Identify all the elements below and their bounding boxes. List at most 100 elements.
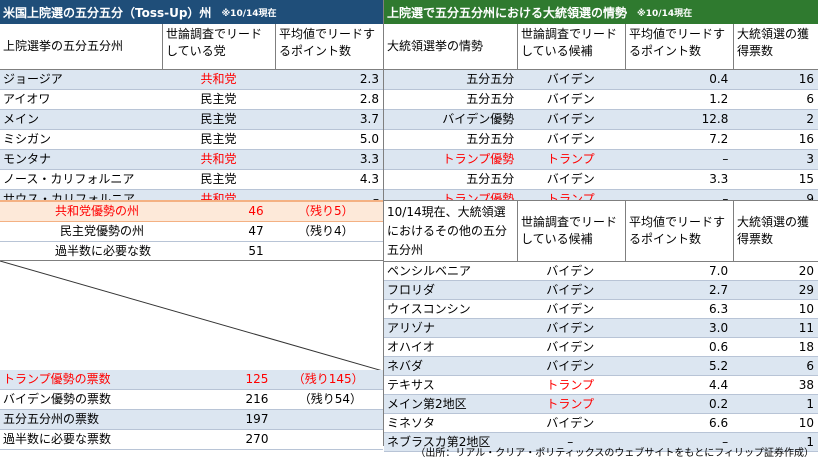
state-name: テキサス bbox=[387, 378, 435, 392]
points: 0.6 bbox=[709, 340, 729, 354]
state-name: オハイオ bbox=[387, 340, 435, 354]
party: 民主党 bbox=[200, 112, 237, 126]
summary-label: 過半数に必要な数 bbox=[55, 244, 152, 258]
points: 2.3 bbox=[359, 72, 379, 86]
candidate: バイデン bbox=[546, 321, 595, 335]
right-header-points: 平均値でリードするポイント数 bbox=[626, 24, 734, 69]
race-status: 五分五分 bbox=[466, 132, 515, 146]
points: 12.8 bbox=[701, 112, 729, 126]
party: 共和党 bbox=[200, 152, 237, 166]
left-column-headers: 上院選挙の五分五分州 世論調査でリードしている党 平均値でリードするポイント数 bbox=[0, 24, 383, 70]
table-row: ウイスコンシン バイデン 6.3 10 bbox=[384, 300, 818, 319]
seat-summary: 共和党優勢の州 46 （残り5） 民主党優勢の州 47 （残り4） 過半数に必要… bbox=[0, 200, 383, 261]
table-row: アリゾナ バイデン 3.0 11 bbox=[384, 319, 818, 338]
state-name: メイン bbox=[3, 112, 40, 126]
vote-note: （残り54） bbox=[298, 392, 362, 406]
vote-value: 197 bbox=[245, 412, 269, 426]
electoral-votes: 29 bbox=[798, 283, 815, 297]
table-row: 五分五分 バイデン 3.3 15 bbox=[384, 170, 818, 190]
state-name: ペンシルベニア bbox=[387, 264, 472, 278]
state-name: アリゾナ bbox=[387, 321, 436, 335]
summary-value: 47 bbox=[248, 224, 264, 238]
table-row: 五分五分 バイデン 0.4 16 bbox=[384, 70, 818, 90]
summary-note: （残り4） bbox=[298, 224, 354, 238]
race-status: 五分五分 bbox=[466, 72, 515, 86]
table-row: 五分五分 バイデン 7.2 16 bbox=[384, 130, 818, 150]
table-row: フロリダ バイデン 2.7 29 bbox=[384, 281, 818, 300]
state-name: アイオワ bbox=[3, 92, 51, 106]
vote-label: 五分五分州の票数 bbox=[3, 412, 100, 426]
race-status: 五分五分 bbox=[466, 172, 515, 186]
vote-note: （残り145） bbox=[292, 372, 364, 386]
state-name: モンタナ bbox=[3, 152, 52, 166]
points: – bbox=[722, 192, 729, 206]
state-name: ネバダ bbox=[387, 359, 424, 373]
points: 7.0 bbox=[709, 264, 729, 278]
candidate: バイデン bbox=[546, 72, 595, 86]
left-header-state: 上院選挙の五分五分州 bbox=[0, 24, 163, 69]
vote-row: 過半数に必要な票数 270 bbox=[0, 430, 383, 450]
right-header2-votes: 大統領選の獲得票数 bbox=[737, 215, 810, 246]
table-row: 五分五分 バイデン 1.2 6 bbox=[384, 90, 818, 110]
left-header-points: 平均値でリードするポイント数 bbox=[279, 27, 376, 58]
table-row: テキサス トランプ 4.4 38 bbox=[384, 376, 818, 395]
summary-note: （残り5） bbox=[298, 204, 354, 218]
electoral-votes: 9 bbox=[806, 192, 814, 206]
right-header2-points: 平均値でリードするポイント数 bbox=[626, 201, 734, 261]
left-title-bar: 米国上院選の五分五分（Toss-Up）州 ※10/14現在 bbox=[0, 0, 383, 24]
candidate: トランプ bbox=[546, 152, 595, 166]
candidate: バイデン bbox=[546, 416, 595, 430]
state-name: ジョージア bbox=[3, 72, 63, 86]
right-header-votes: 大統領選の獲得票数 bbox=[737, 27, 810, 58]
candidate: トランプ bbox=[546, 378, 595, 392]
table-row: トランプ優勢 トランプ – 3 bbox=[384, 150, 818, 170]
points: 3.7 bbox=[359, 112, 379, 126]
candidate: バイデン bbox=[546, 112, 595, 126]
summary-row: 過半数に必要な数 51 bbox=[0, 242, 383, 261]
points: 3.3 bbox=[359, 152, 379, 166]
summary-row: 民主党優勢の州 47 （残り4） bbox=[0, 222, 383, 242]
right-rows-2: ペンシルベニア バイデン 7.0 20 フロリダ バイデン 2.7 29 ウイス… bbox=[384, 262, 818, 452]
table-row: メイン第2地区 トランプ 0.2 1 bbox=[384, 395, 818, 414]
right-header2-state: 10/14現在、大統領選におけるその他の五分五分州 bbox=[384, 201, 518, 261]
summary-value: 51 bbox=[248, 244, 264, 258]
left-header-party: 世論調査でリードしている党 bbox=[163, 24, 276, 69]
points: 4.4 bbox=[709, 378, 729, 392]
vote-value: 216 bbox=[245, 392, 269, 406]
state-name: ネブラスカ第2地区 bbox=[387, 435, 491, 449]
table-row: オハイオ バイデン 0.6 18 bbox=[384, 338, 818, 357]
electoral-votes: 18 bbox=[798, 340, 815, 354]
candidate: バイデン bbox=[546, 283, 595, 297]
points: 1.2 bbox=[709, 92, 729, 106]
race-status: トランプ優勢 bbox=[442, 152, 515, 166]
points: 3.0 bbox=[709, 321, 729, 335]
table-row: メイン 民主党 3.7 bbox=[0, 110, 383, 130]
points: 5.0 bbox=[359, 132, 379, 146]
table-row: ミネソタ バイデン 6.6 10 bbox=[384, 414, 818, 433]
table-row: ジョージア 共和党 2.3 bbox=[0, 70, 383, 90]
table-row: ミシガン 民主党 5.0 bbox=[0, 130, 383, 150]
left-rows: ジョージア 共和党 2.3 アイオワ 民主党 2.8 メイン 民主党 3.7 ミ… bbox=[0, 70, 383, 210]
vote-summary: トランプ優勢の票数 125 （残り145） バイデン優勢の票数 216 （残り5… bbox=[0, 370, 383, 450]
electoral-votes: 10 bbox=[798, 416, 815, 430]
points: 6.3 bbox=[709, 302, 729, 316]
state-name: メイン第2地区 bbox=[387, 397, 467, 411]
points: 3.3 bbox=[709, 172, 729, 186]
summary-label: 共和党優勢の州 bbox=[55, 204, 140, 218]
diagonal-line bbox=[0, 261, 383, 371]
electoral-votes: 11 bbox=[798, 321, 815, 335]
candidate: バイデン bbox=[546, 132, 595, 146]
summary-value: 46 bbox=[248, 204, 264, 218]
empty-cell bbox=[0, 260, 383, 371]
electoral-votes: 16 bbox=[798, 72, 814, 86]
candidate: トランプ bbox=[546, 397, 595, 411]
candidate: バイデン bbox=[546, 340, 595, 354]
table-row: バイデン優勢 バイデン 12.8 2 bbox=[384, 110, 818, 130]
party: 民主党 bbox=[200, 132, 237, 146]
points: 4.3 bbox=[359, 172, 379, 186]
points: – bbox=[722, 435, 729, 449]
table-row: ノース・カリフォルニア 民主党 4.3 bbox=[0, 170, 383, 190]
state-name: ミシガン bbox=[3, 132, 52, 146]
summary-row: 共和党優勢の州 46 （残り5） bbox=[0, 202, 383, 222]
vote-label: トランプ優勢の票数 bbox=[3, 372, 111, 386]
